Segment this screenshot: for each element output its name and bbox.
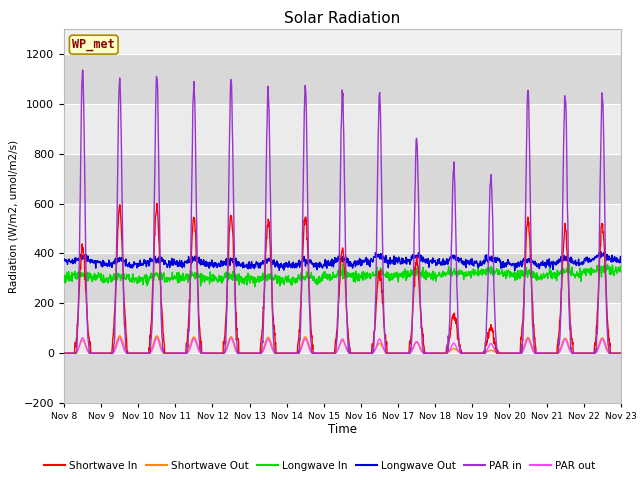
X-axis label: Time: Time: [328, 422, 357, 436]
Bar: [64, 154, 621, 204]
Y-axis label: Radiation (W/m2, umol/m2/s): Radiation (W/m2, umol/m2/s): [8, 139, 18, 293]
Title: Solar Radiation: Solar Radiation: [284, 11, 401, 26]
Bar: [64, 54, 621, 104]
Bar: [64, 204, 621, 253]
Bar: [64, 303, 621, 353]
Legend: Shortwave In, Shortwave Out, Longwave In, Longwave Out, PAR in, PAR out: Shortwave In, Shortwave Out, Longwave In…: [40, 456, 600, 475]
Bar: [64, 104, 621, 154]
Bar: [64, 253, 621, 303]
Text: WP_met: WP_met: [72, 38, 115, 51]
Bar: [64, 353, 621, 403]
